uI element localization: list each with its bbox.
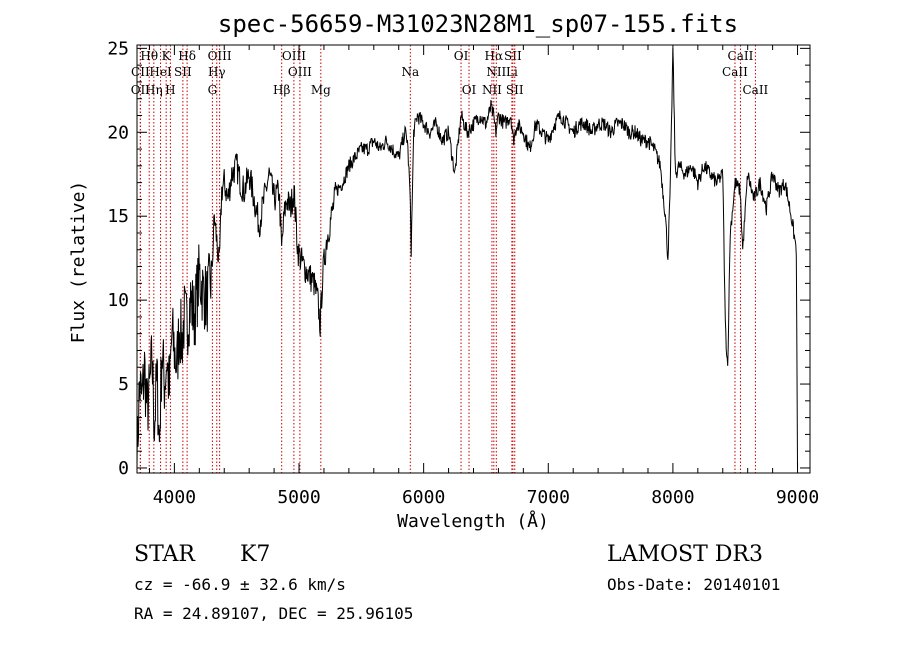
y-tick-label: 0	[118, 458, 129, 479]
x-tick-label: 4000	[153, 487, 196, 508]
line-label-24: OI	[462, 83, 477, 97]
redshift-cz: cz = -66.9 ± 32.6 km/s	[134, 575, 346, 594]
line-label-19: Hη	[145, 83, 163, 97]
line-label-16: Li	[506, 65, 518, 79]
line-label-15: NII	[486, 65, 506, 79]
line-label-6: Hα	[485, 49, 504, 63]
x-tick-label: 8000	[651, 487, 694, 508]
axis-ticks: 4000 5000 6000 7000 8000 9000 0 5 10 15 20 25	[107, 38, 819, 508]
line-label-3: OIII	[208, 49, 232, 63]
line-label-2: Hδ	[178, 49, 196, 63]
x-axis-label: Wavelength (Å)	[397, 510, 549, 532]
observation-date: Obs-Date: 20140101	[607, 575, 780, 594]
y-tick-label: 25	[107, 38, 129, 59]
line-label-25: NII	[482, 83, 502, 97]
line-label-12: Hγ	[208, 65, 226, 79]
x-tick-label: 6000	[402, 487, 445, 508]
x-tick-label: 9000	[776, 487, 819, 508]
line-label-20: H	[165, 83, 175, 97]
plot-frame	[136, 44, 811, 474]
line-label-26: SII	[506, 83, 524, 97]
y-tick-label: 15	[107, 206, 129, 227]
line-label-18: OII	[131, 83, 151, 97]
line-label-1: K	[162, 49, 172, 63]
object-subclass: K7	[240, 542, 270, 567]
line-label-5: OI	[454, 49, 469, 63]
line-label-21: G	[208, 83, 218, 97]
line-label-9: CII	[131, 65, 150, 79]
line-label-4: OIII	[282, 49, 306, 63]
line-label-13: OIII	[288, 65, 312, 79]
line-label-14: Na	[401, 65, 419, 79]
survey-name: LAMOST DR3	[607, 542, 763, 567]
x-tick-label: 5000	[277, 487, 320, 508]
chart-title: spec-56659-M31023N28M1_sp07-155.fits	[218, 10, 738, 38]
coordinates: RA = 24.89107, DEC = 25.96105	[134, 604, 413, 623]
line-label-7: SII	[504, 49, 522, 63]
x-tick-label: 7000	[527, 487, 570, 508]
y-tick-label: 20	[107, 122, 129, 143]
line-label-23: Mg	[311, 83, 331, 97]
line-label-10: HeI	[149, 65, 172, 79]
spectrum-series-line	[136, 48, 798, 469]
y-tick-label: 10	[107, 290, 129, 311]
y-tick-label: 5	[118, 374, 129, 395]
object-class: STAR	[134, 542, 196, 567]
y-axis-label: Flux (relative)	[68, 181, 89, 344]
line-label-11: SII	[174, 65, 192, 79]
line-label-0: Hθ	[140, 49, 158, 63]
line-label-27: CaII	[742, 83, 768, 97]
line-label-22: Hβ	[273, 83, 290, 97]
line-label-8: CaII	[728, 49, 754, 63]
line-label-17: CaII	[722, 65, 748, 79]
